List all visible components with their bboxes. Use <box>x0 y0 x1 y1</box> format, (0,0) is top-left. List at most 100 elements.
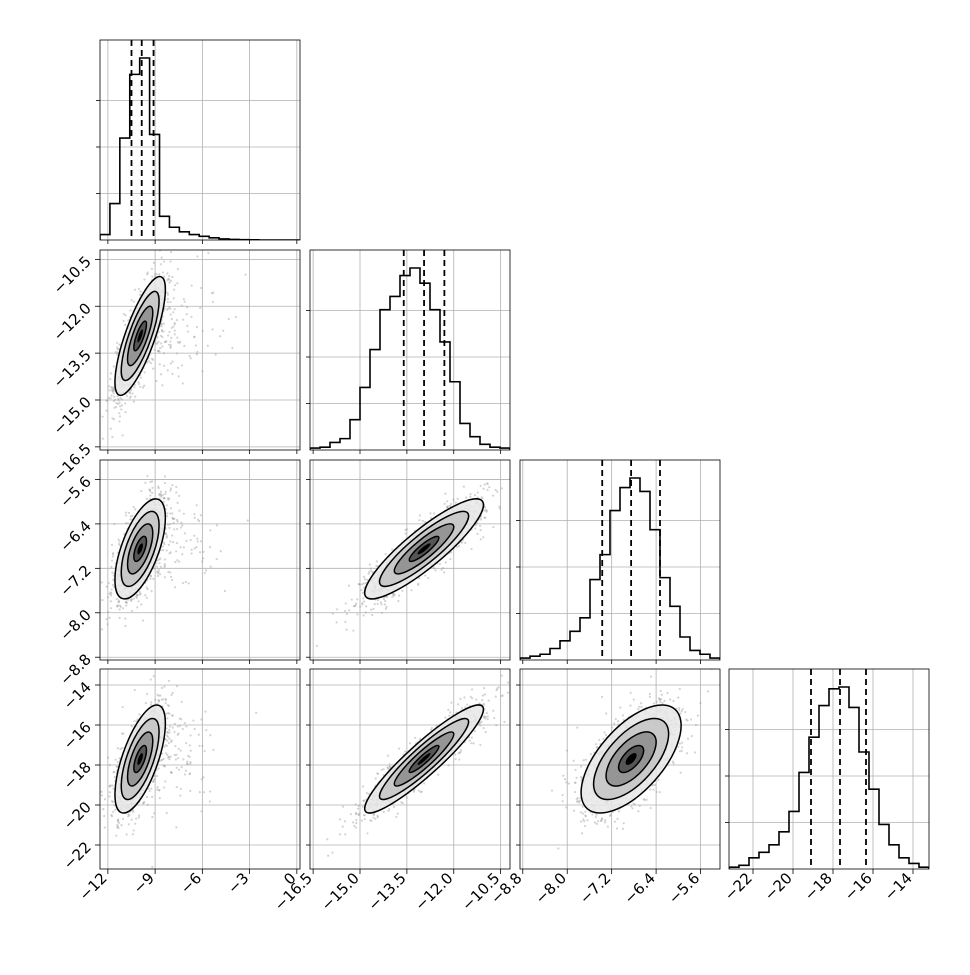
scatter-point <box>196 351 198 353</box>
scatter-point <box>158 350 160 352</box>
scatter-point <box>352 629 354 631</box>
scatter-point <box>216 558 218 560</box>
scatter-point <box>164 780 166 782</box>
scatter-point <box>134 508 136 510</box>
scatter-point <box>150 590 152 592</box>
scatter-point <box>207 252 209 254</box>
scatter-point <box>131 598 133 600</box>
scatter-point <box>166 515 168 517</box>
scatter-point <box>161 325 163 327</box>
scatter-point <box>166 279 168 281</box>
scatter-point <box>138 713 140 715</box>
scatter-point <box>118 399 120 401</box>
scatter-point <box>187 330 189 332</box>
scatter-point <box>156 566 158 568</box>
scatter-point <box>168 282 170 284</box>
scatter-point <box>171 512 173 514</box>
scatter-point <box>151 796 153 798</box>
scatter-point <box>183 546 185 548</box>
scatter-point <box>113 523 115 525</box>
scatter-point <box>121 733 123 735</box>
scatter-point <box>197 519 199 521</box>
scatter-point <box>200 287 202 289</box>
scatter-point <box>140 377 142 379</box>
scatter-point <box>163 352 165 354</box>
scatter-point <box>173 663 175 665</box>
scatter-point <box>364 578 366 580</box>
scatter-point <box>169 260 171 262</box>
scatter-point <box>159 347 161 349</box>
scatter-point <box>125 601 127 603</box>
scatter-point <box>212 749 214 751</box>
scatter-point <box>495 489 497 491</box>
scatter-point <box>114 399 116 401</box>
scatter-point <box>477 491 479 493</box>
scatter-point <box>176 542 178 544</box>
scatter-point <box>101 794 103 796</box>
scatter-point <box>147 588 149 590</box>
scatter-point <box>247 519 249 521</box>
scatter-point <box>482 536 484 538</box>
scatter-point <box>167 298 169 300</box>
scatter-point <box>138 383 140 385</box>
scatter-point <box>133 401 135 403</box>
scatter-point <box>109 378 111 380</box>
scatter-panel-1-3 <box>98 460 300 660</box>
scatter-point <box>181 524 183 526</box>
scatter-point <box>186 313 188 315</box>
scatter-point <box>121 398 123 400</box>
scatter-point <box>146 475 148 477</box>
scatter-point <box>178 561 180 563</box>
scatter-point <box>488 486 490 488</box>
scatter-point <box>163 758 165 760</box>
scatter-point <box>372 608 374 610</box>
scatter-point <box>112 552 114 554</box>
scatter-point <box>112 388 114 390</box>
scatter-point <box>446 500 448 502</box>
scatter-point <box>163 566 165 568</box>
scatter-point <box>169 301 171 303</box>
scatter-point <box>122 320 124 322</box>
scatter-point <box>158 569 160 571</box>
scatter-point <box>163 543 165 545</box>
scatter-point <box>167 571 169 573</box>
scatter-point <box>107 611 109 613</box>
scatter-point <box>115 402 117 404</box>
scatter-point <box>159 363 161 365</box>
scatter-point <box>160 491 162 493</box>
scatter-point <box>116 354 118 356</box>
scatter-point <box>166 512 168 514</box>
scatter-point <box>177 367 179 369</box>
scatter-point <box>384 603 386 605</box>
scatter-point <box>202 557 204 559</box>
scatter-point <box>170 694 172 696</box>
scatter-point <box>177 375 179 377</box>
scatter-point <box>149 578 151 580</box>
scatter-point <box>134 396 136 398</box>
scatter-point <box>160 373 162 375</box>
scatter-point <box>153 262 155 264</box>
scatter-point <box>173 288 175 290</box>
scatter-point <box>108 385 110 387</box>
scatter-point <box>365 605 367 607</box>
scatter-point <box>172 311 174 313</box>
scatter-point <box>168 680 170 682</box>
histogram-panel-1 <box>100 40 300 240</box>
scatter-point <box>480 538 482 540</box>
scatter-point <box>496 491 498 493</box>
scatter-point <box>172 727 174 729</box>
scatter-point <box>175 486 177 488</box>
scatter-point <box>168 742 170 744</box>
scatter-point <box>346 629 348 631</box>
scatter-point <box>169 725 171 727</box>
scatter-point <box>219 335 221 337</box>
scatter-point <box>192 719 194 721</box>
scatter-point <box>190 316 192 318</box>
scatter-point <box>170 251 172 253</box>
scatter-point <box>161 687 163 689</box>
scatter-point <box>108 795 110 797</box>
scatter-point <box>194 547 196 549</box>
scatter-point <box>118 402 120 404</box>
scatter-point <box>150 362 152 364</box>
